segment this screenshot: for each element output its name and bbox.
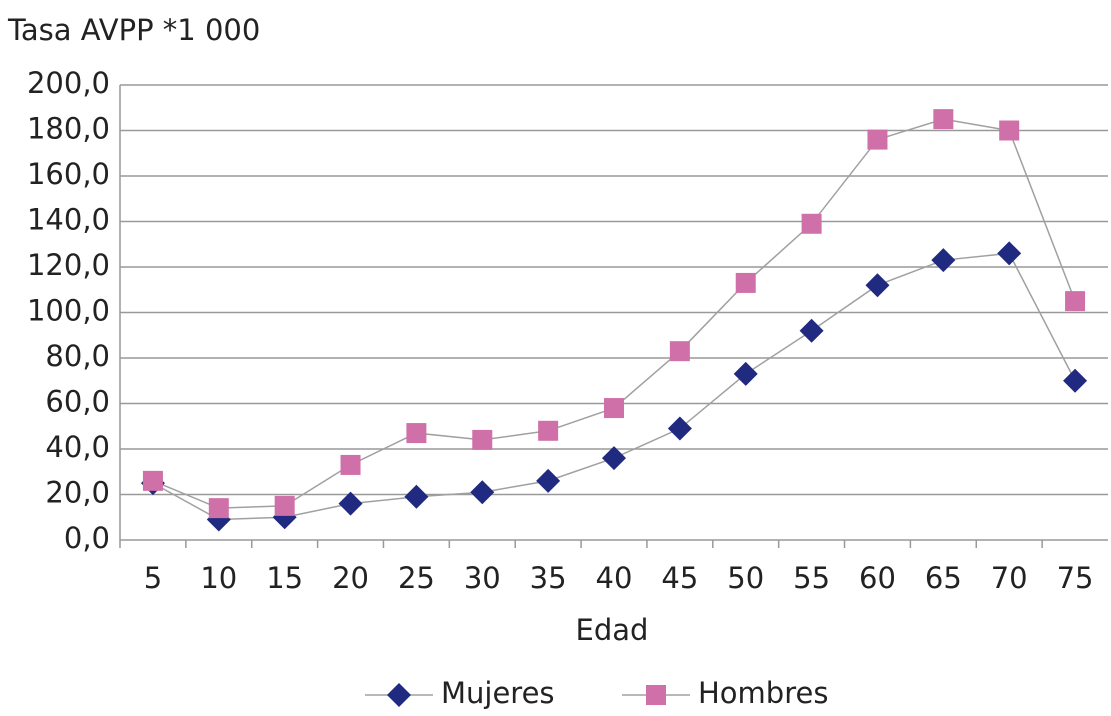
data-point (538, 420, 559, 441)
x-tick-label: 20 (332, 561, 369, 595)
data-point (733, 361, 758, 386)
legend-marker (646, 685, 666, 705)
y-tick-label: 200,0 (27, 66, 110, 100)
data-point (142, 470, 163, 491)
data-point (404, 484, 429, 509)
x-tick-label: 10 (200, 561, 237, 595)
x-tick-label: 15 (266, 561, 303, 595)
x-tick-label: 40 (596, 561, 633, 595)
data-point (931, 248, 956, 273)
data-point (1063, 368, 1088, 393)
data-point (536, 468, 561, 493)
data-point (799, 318, 824, 343)
x-tick-label: 55 (793, 561, 830, 595)
data-point (274, 495, 295, 516)
data-point (470, 480, 495, 505)
data-point (406, 423, 427, 444)
y-tick-label: 140,0 (27, 203, 110, 237)
y-tick-label: 60,0 (45, 385, 110, 419)
data-point (997, 241, 1022, 266)
data-point (865, 273, 890, 298)
legend-label: Mujeres (441, 676, 555, 710)
legend-marker (387, 683, 411, 707)
legend-label: Hombres (698, 676, 828, 710)
y-tick-label: 20,0 (45, 476, 110, 510)
data-point (340, 454, 361, 475)
y-tick-label: 0,0 (64, 521, 110, 555)
x-tick-label: 75 (1057, 561, 1094, 595)
data-point (999, 120, 1020, 141)
y-tick-label: 180,0 (27, 112, 110, 146)
x-tick-label: 35 (530, 561, 567, 595)
data-point (667, 416, 692, 441)
data-point (867, 129, 888, 150)
data-point (208, 498, 229, 519)
y-tick-label: 80,0 (45, 339, 110, 373)
x-tick-label: 5 (144, 561, 162, 595)
data-point (472, 429, 493, 450)
x-tick-label: 65 (925, 561, 962, 595)
x-tick-label: 45 (661, 561, 698, 595)
x-tick-label: 70 (991, 561, 1028, 595)
data-point (338, 491, 363, 516)
data-point (1065, 291, 1086, 312)
data-point (735, 272, 756, 293)
data-point (669, 341, 690, 362)
x-tick-label: 60 (859, 561, 896, 595)
x-tick-label: 30 (464, 561, 501, 595)
x-axis-label: Edad (576, 613, 649, 647)
x-tick-label: 50 (727, 561, 764, 595)
y-tick-label: 120,0 (27, 248, 110, 282)
y-tick-label: 40,0 (45, 430, 110, 464)
x-tick-label: 25 (398, 561, 435, 595)
data-point (602, 446, 626, 471)
chart-title: Tasa AVPP *1 000 (7, 13, 260, 47)
data-point (604, 398, 624, 419)
y-tick-label: 160,0 (27, 157, 110, 191)
series-line (152, 252, 1076, 521)
y-tick-label: 100,0 (27, 294, 110, 328)
data-point (933, 109, 954, 130)
data-point (801, 213, 822, 234)
